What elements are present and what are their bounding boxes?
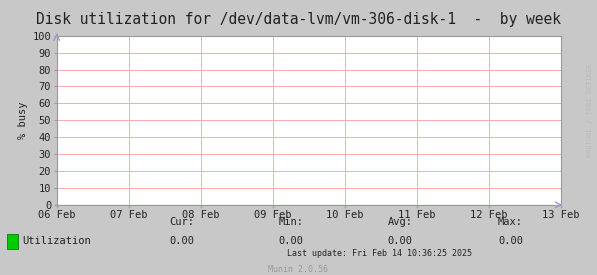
Text: 0.00: 0.00 xyxy=(279,236,304,246)
Text: Min:: Min: xyxy=(279,217,304,227)
Text: 0.00: 0.00 xyxy=(170,236,195,246)
Text: Max:: Max: xyxy=(498,217,523,227)
Text: Cur:: Cur: xyxy=(170,217,195,227)
Text: Disk utilization for /dev/data-lvm/vm-306-disk-1  -  by week: Disk utilization for /dev/data-lvm/vm-30… xyxy=(36,12,561,28)
Text: 0.00: 0.00 xyxy=(498,236,523,246)
Y-axis label: % busy: % busy xyxy=(19,101,28,139)
Text: Avg:: Avg: xyxy=(387,217,413,227)
Text: Munin 2.0.56: Munin 2.0.56 xyxy=(269,265,328,274)
Text: Utilization: Utilization xyxy=(23,236,91,246)
Text: RRDTOOL / TOBI OETIKER: RRDTOOL / TOBI OETIKER xyxy=(587,63,593,157)
Text: Last update: Fri Feb 14 10:36:25 2025: Last update: Fri Feb 14 10:36:25 2025 xyxy=(287,249,472,258)
Text: 0.00: 0.00 xyxy=(387,236,413,246)
